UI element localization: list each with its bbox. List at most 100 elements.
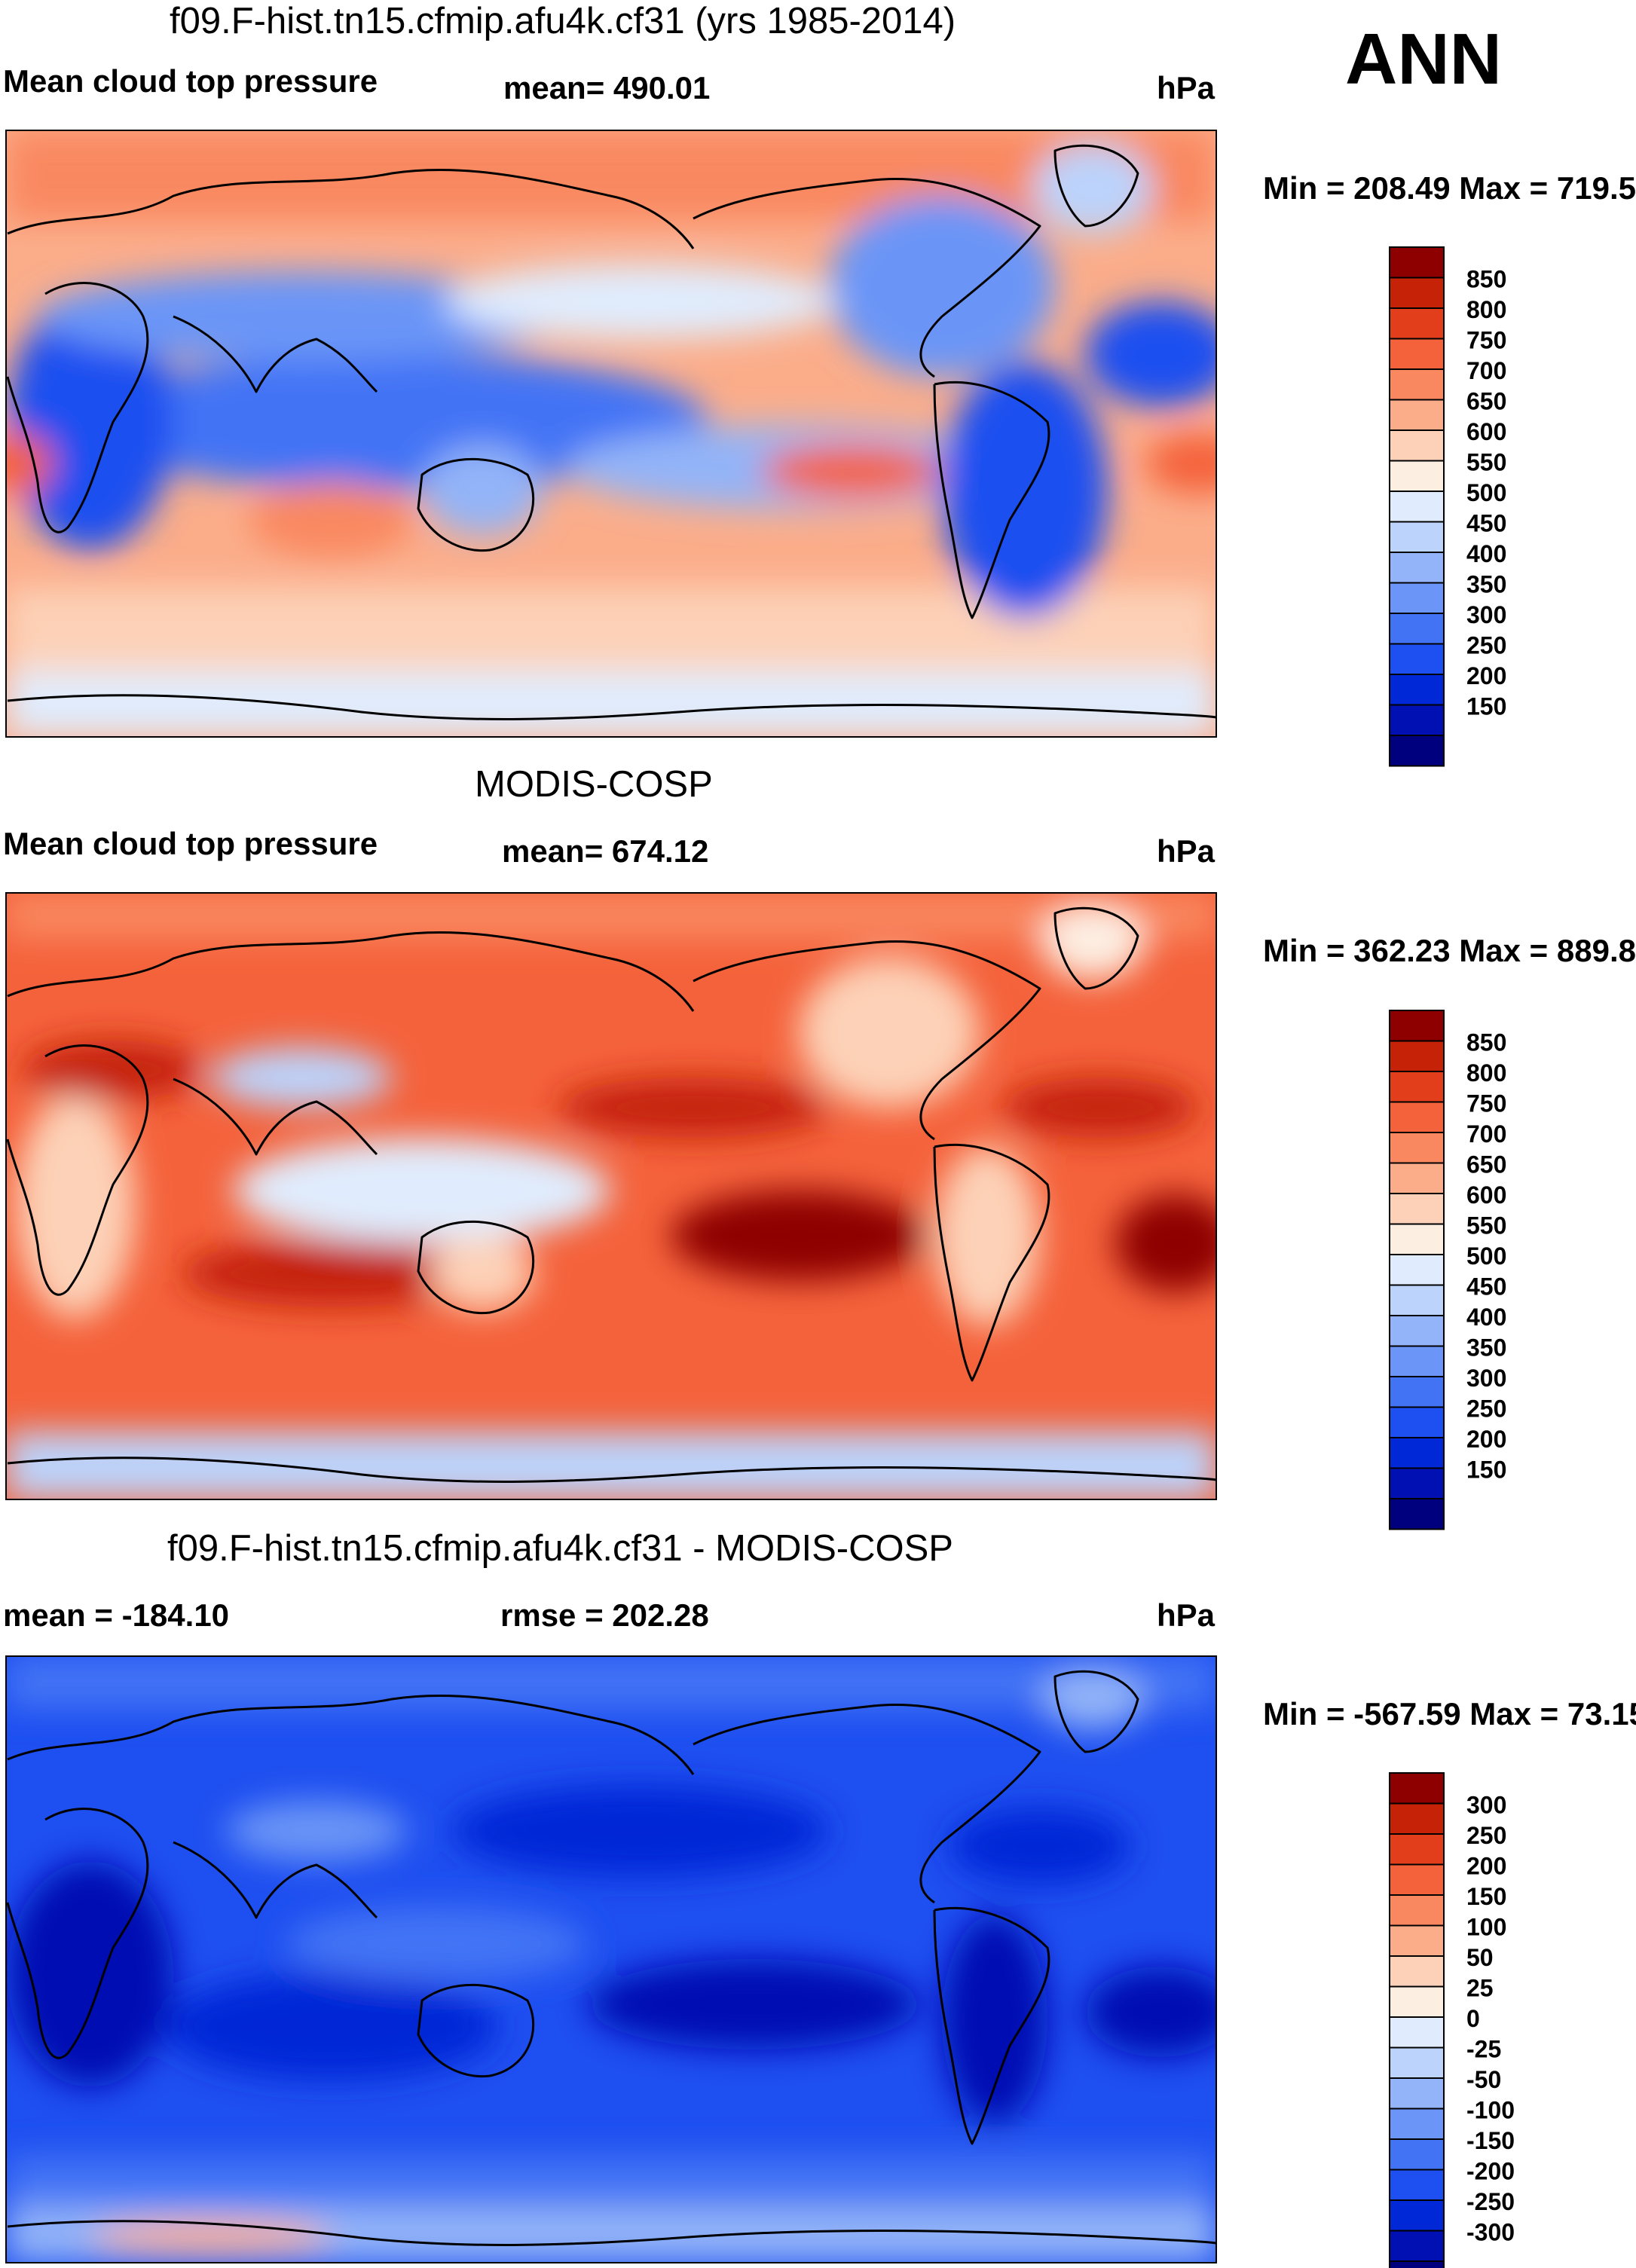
colorbar-3-box: [1389, 2169, 1445, 2201]
map-1-samerica: [942, 362, 1108, 618]
colorbar-2-tick-label: 750: [1466, 1090, 1506, 1117]
colorbar-3-tick-label: -100: [1466, 2097, 1515, 2124]
colorbar-3-tick-label: 300: [1466, 1792, 1506, 1819]
colorbar-1-box: [1389, 643, 1445, 675]
colorbar-1-tick-label: 800: [1466, 296, 1506, 323]
map-1-stratocumulus-w-africa: [6, 433, 53, 494]
colorbar-1-tick-label: 650: [1466, 388, 1506, 415]
map-3-n-atlantic: [949, 1808, 1130, 1884]
coastline-path: [1053, 144, 1139, 228]
coastline-path: [1053, 1670, 1139, 1753]
colorbar-1-tick-label: 850: [1466, 266, 1506, 293]
map-1-stratocumulus-indian: [249, 482, 414, 558]
coastline-path: [693, 1704, 1041, 1904]
map-2-antarctic-band: [6, 1432, 1216, 1499]
colorbar-1-tick-label: 450: [1466, 510, 1506, 537]
season-label: ANN: [1345, 19, 1502, 99]
colorbar-1-box: [1389, 735, 1445, 767]
colorbar-1-box: [1389, 582, 1445, 614]
colorbar-3-box: [1389, 2016, 1445, 2049]
map-3-difference: [6, 1656, 1216, 2263]
colorbar-2-tick-label: 350: [1466, 1334, 1506, 1362]
map-3-samerica: [942, 1914, 1047, 2125]
colorbar-1-tick-label: 350: [1466, 571, 1506, 598]
map-2-greenland: [1040, 904, 1145, 980]
coastline-path: [173, 315, 378, 393]
map-3-coastlines: [6, 1670, 1217, 2246]
colorbar-3-tick-label: -25: [1466, 2036, 1501, 2063]
panel-1-units-label: hPa: [1157, 70, 1216, 105]
colorbar-2-tick-label: 400: [1466, 1304, 1506, 1331]
map-3-s-pacific: [588, 1959, 919, 2049]
colorbar-2-box: [1389, 1498, 1445, 1530]
panel-1-variable-label: Mean cloud top pressure: [3, 63, 378, 99]
colorbar-3-box: [1389, 1833, 1445, 1866]
map-3-antarctic-positive: [90, 2221, 332, 2254]
map-3-tibet: [226, 1801, 407, 1861]
map-2-n-pacific: [558, 1077, 829, 1138]
panel-3-minmax-label: Min = -567.59 Max = 73.15: [1263, 1696, 1636, 1732]
colorbar-3-box: [1389, 1802, 1445, 1835]
colorbar-3-box: [1389, 2260, 1445, 2268]
colorbar-1-box: [1389, 338, 1445, 370]
colorbar-1-box: [1389, 277, 1445, 309]
coastline-path: [933, 381, 1050, 619]
coastline-path: [417, 1220, 535, 1315]
colorbar-2-box: [1389, 1223, 1445, 1255]
colorbar-1-tick-label: 600: [1466, 418, 1506, 445]
colorbar-3-tick-label: 25: [1466, 1975, 1494, 2002]
map-3-s-atlantic: [1085, 1967, 1216, 2057]
panel-3-rmse-label: rmse = 202.28: [500, 1597, 709, 1633]
colorbar-2-box: [1389, 1406, 1445, 1438]
colorbar-1-tick-label: 550: [1466, 449, 1506, 476]
coastline-path: [7, 2220, 1217, 2246]
map-1-frame: [5, 130, 1217, 738]
map-2-background: [6, 893, 1216, 1499]
colorbar-1-tick-label: 200: [1466, 662, 1506, 689]
colorbar-2-box: [1389, 1345, 1445, 1377]
map-1-stratocumulus-s-pacific: [761, 445, 942, 497]
coastline-path: [7, 1694, 695, 1775]
coastline-path: [417, 457, 535, 552]
colorbar-1-tick-label: 750: [1466, 327, 1506, 354]
colorbar-1-tick-label: 150: [1466, 693, 1506, 720]
map-2-australia: [430, 1236, 535, 1311]
map-3-frame: [5, 1655, 1217, 2263]
coastline-path: [7, 1456, 1217, 1483]
colorbar-3-box: [1389, 1894, 1445, 1927]
colorbar-3-tick-label: 150: [1466, 1883, 1506, 1910]
coastline-path: [173, 1841, 378, 1919]
map-2-observations: [6, 893, 1216, 1499]
coastline-path: [693, 178, 1041, 378]
colorbar-1-box: [1389, 704, 1445, 736]
colorbar-2-tick-label: 150: [1466, 1456, 1506, 1484]
colorbar-2-tick-label: 800: [1466, 1059, 1506, 1087]
map-1-atlantic-storm: [1085, 301, 1216, 407]
colorbar-3-box: [1389, 1863, 1445, 1896]
map-3-africa: [8, 1861, 173, 2087]
colorbar-3-box: [1389, 1955, 1445, 1988]
map-3-n-pacific: [452, 1786, 829, 1876]
colorbar-2-box: [1389, 1071, 1445, 1103]
panel-2-mean-label: mean= 674.12: [502, 833, 709, 869]
colorbar-2-box: [1389, 1315, 1445, 1347]
map-2-sahara: [23, 1040, 203, 1100]
coastline-path: [1053, 906, 1139, 990]
colorbar-1-tick-label: 250: [1466, 632, 1506, 659]
colorbar-2-tick-label: 500: [1466, 1243, 1506, 1270]
colorbar-2-tick-label: 200: [1466, 1426, 1506, 1453]
colorbar-2-tick-label: 850: [1466, 1029, 1506, 1056]
colorbar-1-box: [1389, 674, 1445, 706]
colorbar-2-box: [1389, 1010, 1445, 1042]
panel-2-minmax-label: Min = 362.23 Max = 889.89: [1263, 933, 1636, 968]
map-2-s-atlantic-sc: [1115, 1194, 1216, 1292]
colorbar-2-box: [1389, 1467, 1445, 1499]
colorbar-2-box: [1389, 1193, 1445, 1225]
colorbar-1-box: [1389, 491, 1445, 523]
colorbar-1-tick-label: 300: [1466, 601, 1506, 628]
map-2-coastlines: [6, 906, 1217, 1483]
colorbar-2-box: [1389, 1040, 1445, 1072]
map-2-frame: [5, 892, 1217, 1500]
colorbar-3-tick-label: -250: [1466, 2188, 1515, 2215]
coastline-path: [6, 1044, 149, 1296]
